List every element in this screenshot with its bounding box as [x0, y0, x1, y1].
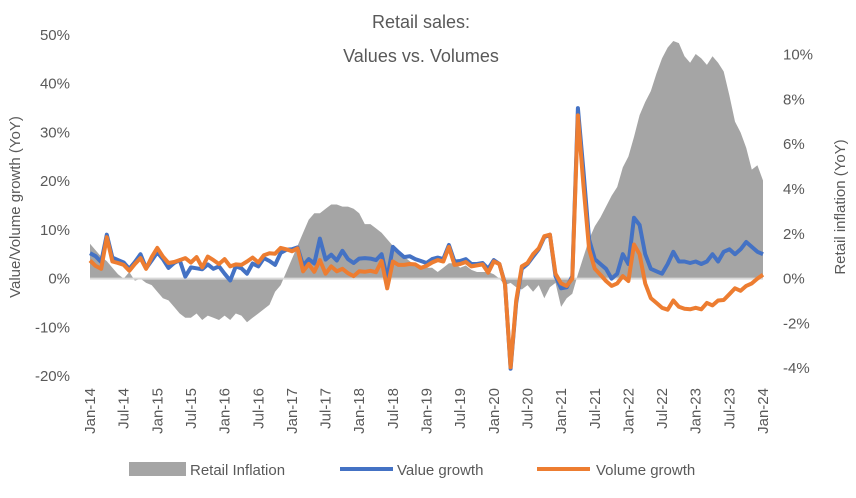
left-tick-label: 20%	[40, 173, 70, 190]
legend-label-value-growth: Value growth	[397, 462, 483, 479]
series-area-retail-inflation	[90, 41, 763, 323]
legend-label-retail-inflation: Retail Inflation	[190, 462, 285, 479]
right-tick-label: 4%	[783, 181, 805, 198]
x-tick-label: Jul-21	[587, 388, 604, 429]
right-axis-title: Retail inflation (YoY)	[832, 139, 849, 274]
x-tick-label: Jul-23	[721, 388, 738, 429]
right-axis-ticks: -4% -2% 0% 2% 4% 6% 8% 10%	[783, 47, 813, 378]
x-tick-label: Jul-14	[116, 388, 133, 429]
x-axis-ticks: Jan-14 Jul-14 Jan-15 Jul-15 Jan-16 Jul-16 Jan-…	[82, 388, 772, 434]
left-axis-title: Value/Volume growth (YoY)	[7, 116, 24, 298]
right-tick-label: -4%	[783, 360, 810, 377]
x-tick-label: Jan-16	[217, 388, 234, 434]
right-tick-label: 2%	[783, 226, 805, 243]
x-tick-label: Jul-19	[452, 388, 469, 429]
x-tick-label: Jul-22	[654, 388, 671, 429]
x-tick-label: Jan-19	[419, 388, 436, 434]
left-tick-label: 50%	[40, 27, 70, 44]
x-tick-label: Jan-24	[755, 388, 772, 434]
x-tick-label: Jul-16	[250, 388, 267, 429]
x-tick-label: Jan-20	[486, 388, 503, 434]
chart-title-line-2: Values vs. Volumes	[343, 46, 499, 66]
left-tick-label: -20%	[35, 368, 70, 385]
x-tick-label: Jan-15	[149, 388, 166, 434]
x-tick-label: Jan-17	[284, 388, 301, 434]
x-tick-label: Jan-21	[553, 388, 570, 434]
left-tick-label: -10%	[35, 319, 70, 336]
right-tick-label: 6%	[783, 136, 805, 153]
x-tick-label: Jul-15	[183, 388, 200, 429]
legend: Retail Inflation Value growth Volume gro…	[129, 462, 695, 479]
x-tick-label: Jan-22	[620, 388, 637, 434]
x-tick-label: Jul-17	[318, 388, 335, 429]
legend-label-volume-growth: Volume growth	[596, 462, 695, 479]
x-tick-label: Jan-23	[688, 388, 705, 434]
legend-swatch-retail-inflation	[129, 462, 186, 476]
plot-area	[88, 41, 765, 371]
right-tick-label: 10%	[783, 47, 813, 64]
x-tick-label: Jul-20	[519, 388, 536, 429]
right-tick-label: 0%	[783, 271, 805, 288]
x-tick-label: Jul-18	[385, 388, 402, 429]
left-tick-label: 40%	[40, 76, 70, 93]
x-tick-label: Jan-18	[351, 388, 368, 434]
left-tick-label: 10%	[40, 222, 70, 239]
left-tick-label: 30%	[40, 124, 70, 141]
right-tick-label: 8%	[783, 91, 805, 108]
chart-title-line-1: Retail sales:	[372, 12, 470, 32]
series-line-volume-growth	[88, 113, 765, 370]
x-tick-label: Jan-14	[82, 388, 99, 434]
right-tick-label: -2%	[783, 315, 810, 332]
left-axis-ticks: -20% -10% 0% 10% 20% 30% 40% 50%	[35, 27, 70, 385]
left-tick-label: 0%	[48, 271, 70, 288]
